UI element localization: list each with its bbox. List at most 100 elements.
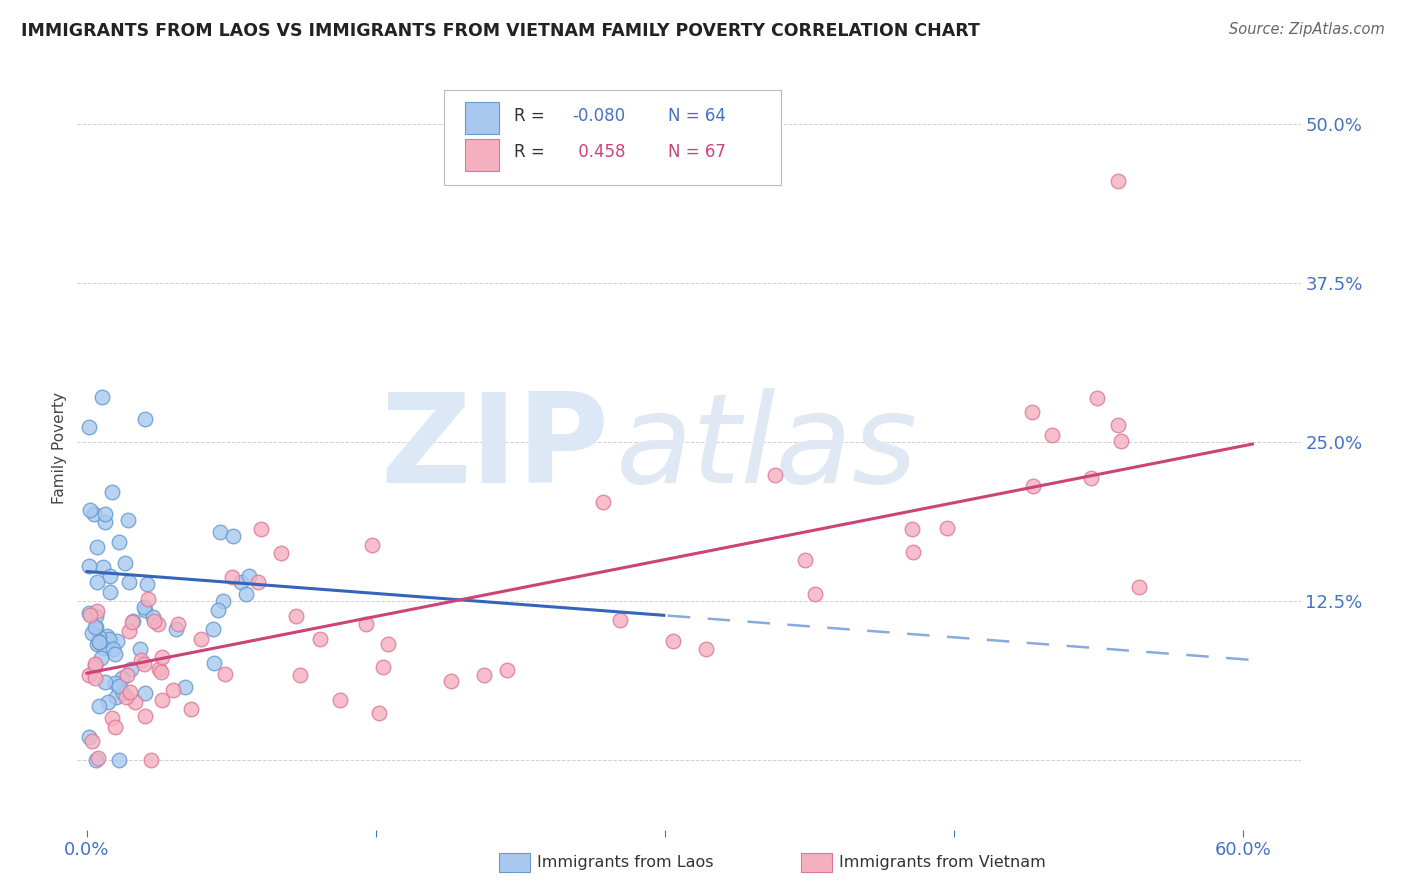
Point — [377, 637, 399, 651]
Point — [148, 662, 170, 676]
Point — [129, 653, 152, 667]
Point — [202, 622, 225, 636]
Point — [368, 706, 391, 721]
Text: R =: R = — [515, 107, 544, 125]
Point — [86, 637, 108, 651]
Point — [89, 630, 111, 644]
Point — [104, 648, 127, 662]
Point — [165, 622, 187, 636]
Point — [77, 606, 100, 620]
FancyBboxPatch shape — [465, 138, 499, 170]
Text: -0.080: -0.080 — [572, 107, 626, 125]
Point — [86, 753, 108, 767]
Point — [794, 553, 817, 567]
Text: Immigrants from Laos: Immigrants from Laos — [537, 855, 714, 870]
Point — [901, 522, 924, 536]
Point — [214, 667, 236, 681]
FancyBboxPatch shape — [465, 102, 499, 134]
Point — [134, 657, 156, 671]
Point — [84, 609, 107, 624]
Point — [108, 753, 131, 767]
Point — [222, 528, 245, 542]
Point — [354, 617, 377, 632]
Point — [134, 412, 156, 426]
Point — [129, 642, 152, 657]
Text: Source: ZipAtlas.com: Source: ZipAtlas.com — [1229, 22, 1385, 37]
Point — [90, 651, 112, 665]
Point — [120, 662, 142, 676]
Point — [288, 668, 311, 682]
Point — [83, 671, 105, 685]
Point — [83, 619, 105, 633]
Point — [93, 641, 115, 656]
Text: atlas: atlas — [616, 388, 918, 508]
Point — [1080, 471, 1102, 485]
Point — [107, 679, 129, 693]
Point — [440, 673, 463, 688]
Point — [247, 574, 270, 589]
Point — [79, 503, 101, 517]
Point — [211, 593, 233, 607]
Point — [100, 711, 122, 725]
Point — [190, 632, 212, 647]
Point — [118, 574, 141, 589]
Y-axis label: Family Poverty: Family Poverty — [52, 392, 67, 504]
Point — [229, 574, 252, 589]
FancyBboxPatch shape — [444, 90, 780, 186]
Point — [83, 507, 105, 521]
Point — [77, 730, 100, 744]
Point — [77, 667, 100, 681]
Point — [180, 702, 202, 716]
Point — [91, 559, 114, 574]
Point — [89, 698, 111, 713]
Point — [1107, 174, 1129, 188]
Point — [149, 665, 172, 679]
Point — [139, 753, 162, 767]
Point — [96, 629, 118, 643]
Point — [117, 624, 139, 639]
Point — [1107, 417, 1129, 432]
Point — [101, 641, 124, 656]
Point — [134, 709, 156, 723]
Point — [202, 656, 225, 670]
Point — [86, 574, 108, 589]
Point — [136, 591, 159, 606]
Point — [121, 615, 143, 629]
Point — [105, 634, 128, 648]
Point — [1109, 434, 1132, 448]
Point — [80, 626, 103, 640]
Point — [609, 613, 631, 627]
Point — [98, 584, 121, 599]
Point — [84, 659, 107, 673]
Point — [111, 685, 134, 699]
Point — [86, 540, 108, 554]
Point — [98, 569, 121, 583]
Point — [270, 546, 292, 560]
Point — [132, 600, 155, 615]
Point — [901, 545, 924, 559]
Point — [284, 609, 307, 624]
Point — [309, 632, 332, 646]
Point — [250, 522, 273, 536]
Point — [94, 507, 117, 521]
Point — [167, 617, 190, 632]
Point — [115, 690, 138, 704]
Point — [82, 734, 104, 748]
Point — [115, 668, 138, 682]
Point — [86, 604, 108, 618]
Point — [93, 516, 115, 530]
Point — [763, 468, 786, 483]
Point — [97, 695, 120, 709]
Point — [118, 684, 141, 698]
Point — [1021, 405, 1043, 419]
Point — [142, 609, 165, 624]
Point — [209, 524, 232, 539]
Point — [804, 587, 827, 601]
Point — [935, 521, 957, 535]
Point — [91, 391, 114, 405]
Point — [114, 556, 136, 570]
Point — [134, 603, 156, 617]
Text: N = 64: N = 64 — [668, 107, 725, 125]
Point — [83, 657, 105, 671]
Point — [87, 750, 110, 764]
